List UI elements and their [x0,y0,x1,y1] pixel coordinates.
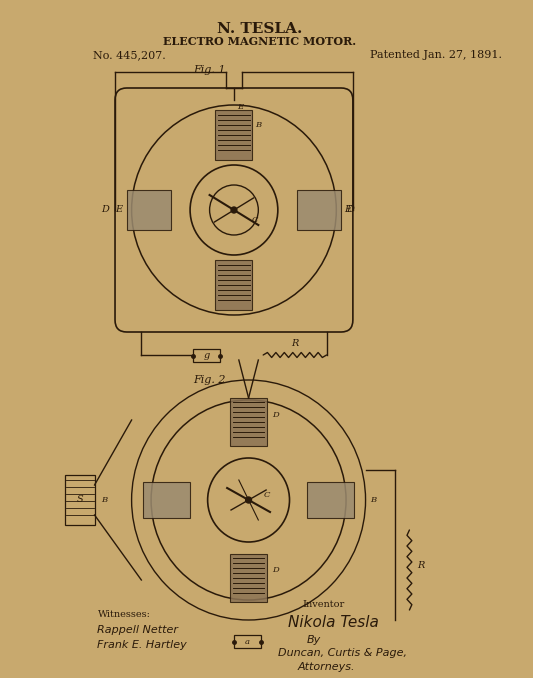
Text: B: B [255,121,262,129]
Text: a: a [245,637,250,645]
Text: Witnesses:: Witnesses: [98,610,150,619]
Bar [230,398,267,446]
Circle shape [231,207,237,213]
Text: Patented Jan. 27, 1891.: Patented Jan. 27, 1891. [370,50,503,60]
Text: Rappell Netter: Rappell Netter [98,625,179,635]
Text: Fig. 2: Fig. 2 [193,375,226,385]
Text: D: D [346,205,354,214]
Bar [234,635,261,648]
Text: D: D [272,411,279,419]
Text: No. 445,207.: No. 445,207. [93,50,165,60]
Bar [230,554,267,602]
Text: ELECTRO MAGNETIC MOTOR.: ELECTRO MAGNETIC MOTOR. [163,36,356,47]
Text: E: E [115,205,122,214]
Text: S: S [77,496,83,504]
Text: Nikola Tesla: Nikola Tesla [288,615,378,630]
Text: D: D [101,205,109,214]
Text: R: R [290,339,298,348]
Text: Frank E. Hartley: Frank E. Hartley [98,640,187,650]
Text: B: B [370,496,376,504]
Text: By: By [307,635,321,645]
Bar [66,475,94,525]
Bar [307,482,354,518]
Text: E: E [237,103,243,111]
Bar [215,260,253,310]
Bar [143,482,190,518]
Text: D: D [272,566,279,574]
Text: g: g [204,351,210,361]
Bar [215,110,253,160]
Bar [127,190,171,230]
Text: R: R [417,561,425,570]
Text: C: C [252,216,258,224]
Text: Attorneys.: Attorneys. [297,662,355,672]
Circle shape [246,497,252,503]
Text: Fig. 1: Fig. 1 [193,65,226,75]
Text: N. TESLA.: N. TESLA. [216,22,302,36]
Bar [297,190,341,230]
Text: C: C [263,491,270,499]
Bar [193,349,220,362]
Text: Duncan, Curtis & Page,: Duncan, Curtis & Page, [278,648,407,658]
Text: Inventor: Inventor [302,600,344,609]
Text: E: E [344,205,351,214]
Text: B: B [101,496,107,504]
